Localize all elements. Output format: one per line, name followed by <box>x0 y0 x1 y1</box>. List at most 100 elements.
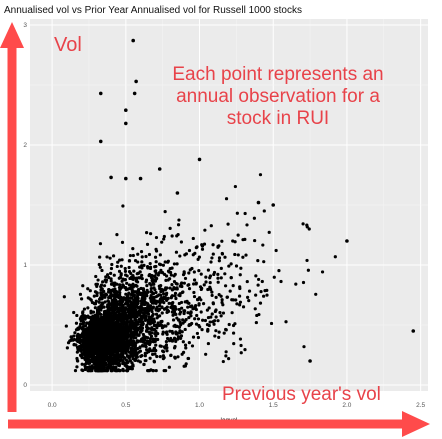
data-point <box>102 314 106 319</box>
data-point <box>200 286 204 291</box>
data-point <box>177 218 181 222</box>
data-point <box>138 349 143 353</box>
data-point <box>98 139 103 144</box>
data-point <box>124 358 129 363</box>
data-point <box>182 271 186 275</box>
data-point <box>165 336 170 341</box>
data-point <box>168 226 172 230</box>
data-point <box>101 280 105 284</box>
data-point <box>157 284 161 288</box>
data-point <box>148 232 153 236</box>
data-point <box>176 355 180 359</box>
horizontal-arrow <box>8 411 430 437</box>
data-point <box>269 321 274 326</box>
data-point <box>144 307 148 311</box>
data-point <box>78 292 83 296</box>
data-point <box>174 307 178 311</box>
data-point <box>164 278 168 283</box>
data-point <box>90 348 94 353</box>
data-point <box>178 329 182 333</box>
data-point <box>262 294 266 298</box>
data-point <box>127 315 131 319</box>
data-point <box>243 348 247 352</box>
data-point <box>178 310 183 314</box>
data-point <box>197 296 202 300</box>
data-point <box>200 328 204 332</box>
data-point <box>155 305 159 309</box>
data-point <box>76 337 80 341</box>
data-point <box>229 276 233 280</box>
data-point <box>161 263 165 267</box>
data-point <box>138 270 142 274</box>
data-point <box>157 304 162 308</box>
data-point <box>104 336 108 341</box>
data-point <box>131 325 135 329</box>
data-point <box>163 346 167 350</box>
data-point <box>133 318 137 322</box>
data-point <box>100 268 104 273</box>
data-point <box>122 307 126 311</box>
data-point <box>206 341 210 346</box>
data-point <box>138 176 143 181</box>
data-point <box>171 318 176 322</box>
data-point <box>206 268 210 272</box>
data-point <box>105 323 109 327</box>
data-point <box>85 346 89 350</box>
data-point <box>174 312 178 316</box>
data-point <box>221 359 225 364</box>
data-point <box>302 345 306 349</box>
data-point <box>188 305 192 309</box>
data-point <box>134 329 139 333</box>
data-point <box>134 308 138 312</box>
data-point <box>109 362 113 366</box>
data-point <box>145 351 149 355</box>
data-point <box>82 334 86 338</box>
data-point <box>127 259 132 263</box>
data-point <box>145 288 149 292</box>
data-point <box>118 301 122 305</box>
data-point <box>130 306 134 310</box>
data-point <box>162 369 166 373</box>
y-tick-label: 0 <box>23 382 27 389</box>
data-point <box>124 334 128 338</box>
data-point <box>169 353 173 357</box>
data-point <box>239 351 243 355</box>
data-point <box>184 252 188 256</box>
data-point <box>219 314 223 318</box>
data-point <box>207 323 211 328</box>
data-point <box>195 313 199 318</box>
data-point <box>158 323 163 327</box>
data-point <box>118 275 123 279</box>
data-point <box>147 330 152 334</box>
data-point <box>214 315 218 319</box>
data-point <box>98 265 102 269</box>
data-point <box>102 363 106 367</box>
data-point <box>225 295 229 299</box>
data-point <box>135 314 139 318</box>
data-point <box>110 369 114 373</box>
data-point <box>109 296 113 300</box>
data-point <box>192 290 196 295</box>
data-point <box>212 270 217 275</box>
data-point <box>166 322 170 326</box>
data-point <box>75 313 79 318</box>
data-point <box>209 287 213 292</box>
data-point <box>174 339 178 343</box>
data-point <box>118 258 122 262</box>
data-point <box>158 314 162 318</box>
data-point <box>157 271 161 275</box>
data-point <box>217 259 221 263</box>
data-point <box>167 301 171 305</box>
data-point <box>74 321 79 325</box>
data-point <box>175 282 179 286</box>
data-point <box>231 331 236 335</box>
data-point <box>193 306 198 311</box>
data-point <box>145 264 150 269</box>
data-point <box>272 275 276 279</box>
data-point <box>175 262 179 266</box>
data-point <box>102 355 106 359</box>
data-point <box>150 326 154 330</box>
data-point <box>183 276 188 281</box>
data-point <box>152 319 156 323</box>
data-point <box>177 307 181 312</box>
